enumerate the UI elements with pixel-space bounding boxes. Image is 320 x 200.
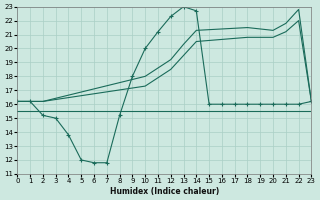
X-axis label: Humidex (Indice chaleur): Humidex (Indice chaleur) <box>110 187 219 196</box>
